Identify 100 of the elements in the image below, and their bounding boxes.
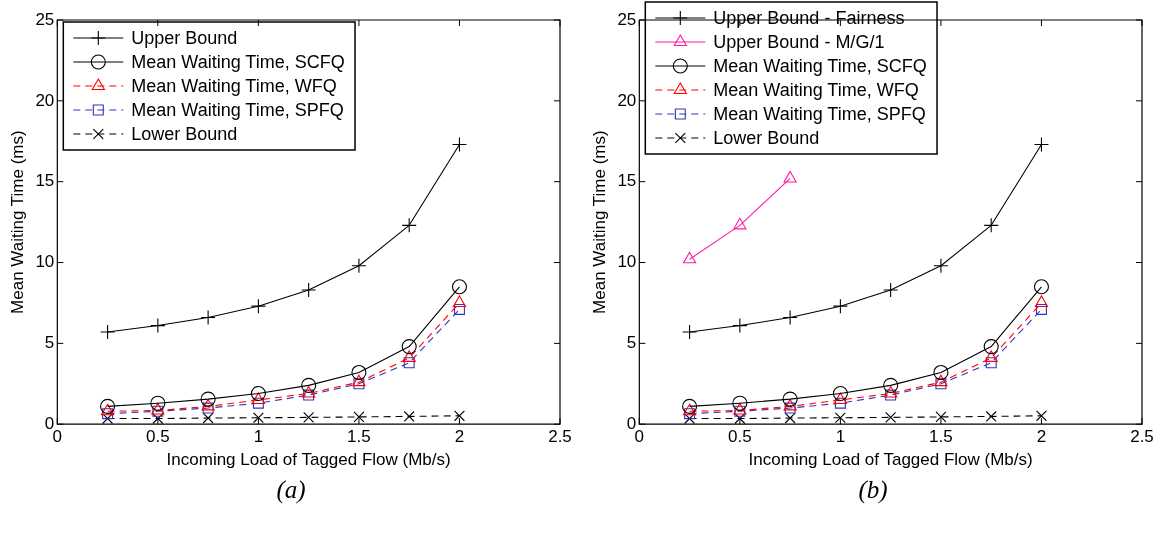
point bbox=[150, 318, 166, 334]
x-tick-label: 1 bbox=[835, 427, 846, 447]
x-tick-label: 2 bbox=[1036, 427, 1047, 447]
legend-label: Mean Waiting Time, WFQ bbox=[713, 79, 919, 100]
text: (a) bbox=[275, 475, 307, 505]
legend-label: Mean Waiting Time, SCFQ bbox=[713, 55, 927, 76]
point bbox=[352, 374, 366, 387]
point bbox=[732, 395, 748, 411]
point bbox=[933, 364, 949, 381]
point bbox=[985, 357, 997, 369]
point bbox=[734, 413, 746, 425]
point bbox=[303, 389, 315, 401]
point bbox=[453, 410, 465, 422]
y-tick-label: 15 bbox=[35, 171, 55, 191]
legend-label: Lower Bound bbox=[131, 123, 238, 144]
point bbox=[934, 374, 948, 387]
y-tick-label: 5 bbox=[626, 333, 637, 353]
point bbox=[100, 403, 115, 416]
x-tick-label: 1 bbox=[253, 427, 264, 447]
legend-label: Upper Bound - M/G/1 bbox=[713, 31, 885, 52]
point bbox=[353, 378, 365, 390]
point bbox=[783, 398, 797, 411]
point bbox=[301, 282, 317, 298]
point bbox=[783, 170, 797, 183]
point bbox=[935, 411, 947, 423]
point bbox=[401, 339, 417, 355]
point bbox=[152, 413, 164, 425]
point bbox=[250, 385, 266, 402]
point bbox=[202, 402, 214, 414]
point bbox=[1034, 295, 1049, 307]
point bbox=[453, 303, 465, 315]
point bbox=[984, 350, 998, 362]
x-tick-label: 2.5 bbox=[548, 427, 572, 447]
point bbox=[251, 392, 265, 404]
point bbox=[985, 410, 997, 422]
point bbox=[102, 413, 114, 425]
point bbox=[150, 395, 166, 411]
point bbox=[883, 282, 899, 298]
point bbox=[682, 398, 698, 414]
point bbox=[834, 397, 846, 409]
point bbox=[250, 298, 266, 314]
point bbox=[1035, 303, 1047, 315]
point bbox=[832, 385, 848, 402]
point bbox=[351, 364, 367, 381]
point bbox=[252, 412, 264, 424]
point bbox=[1035, 410, 1047, 422]
point bbox=[834, 412, 846, 424]
legend-label: Mean Waiting Time, SCFQ bbox=[131, 51, 345, 72]
point bbox=[401, 217, 417, 233]
point bbox=[782, 391, 798, 407]
point bbox=[684, 408, 696, 420]
point bbox=[200, 391, 216, 407]
y-tick-label: 20 bbox=[617, 90, 637, 110]
point bbox=[351, 258, 367, 274]
point bbox=[832, 298, 848, 314]
point bbox=[884, 385, 898, 398]
y-tick-label: 20 bbox=[35, 90, 55, 110]
point bbox=[100, 324, 116, 340]
point bbox=[1033, 279, 1050, 295]
legend-label: Mean Waiting Time, SPFQ bbox=[713, 103, 926, 124]
y-tick-label: 15 bbox=[617, 171, 637, 191]
point bbox=[403, 410, 415, 422]
point bbox=[732, 318, 748, 334]
y-axis-title: Mean Waiting Time (ms) bbox=[589, 130, 609, 314]
y-tick-label: 10 bbox=[35, 252, 55, 272]
x-tick-label: 2 bbox=[454, 427, 465, 447]
y-tick-label: 5 bbox=[44, 333, 55, 353]
x-tick-label: 1.5 bbox=[929, 427, 953, 447]
point bbox=[451, 279, 468, 295]
point bbox=[452, 295, 467, 307]
y-tick-label: 10 bbox=[617, 252, 637, 272]
text: (b) bbox=[857, 475, 889, 505]
point bbox=[935, 378, 947, 390]
point bbox=[784, 412, 796, 424]
point bbox=[933, 258, 949, 274]
x-tick-label: 2.5 bbox=[1130, 427, 1154, 447]
legend-label: Upper Bound bbox=[131, 27, 238, 48]
x-tick-label: 1.5 bbox=[347, 427, 371, 447]
legend-label: Mean Waiting Time, SPFQ bbox=[131, 99, 344, 120]
x-tick-label: 0.5 bbox=[728, 427, 752, 447]
point bbox=[100, 398, 116, 414]
point bbox=[102, 408, 114, 420]
y-tick-label: 25 bbox=[617, 9, 637, 29]
point bbox=[733, 217, 747, 230]
point bbox=[885, 389, 897, 401]
x-tick-label: 0.5 bbox=[146, 427, 170, 447]
point bbox=[402, 350, 416, 362]
x-axis-title: Incoming Load of Tagged Flow (Mb/s) bbox=[748, 450, 1033, 470]
point bbox=[983, 217, 999, 233]
legend-label: Lower Bound bbox=[713, 127, 820, 148]
point bbox=[202, 412, 214, 424]
point bbox=[201, 398, 215, 411]
point bbox=[682, 251, 697, 264]
x-axis-title: Incoming Load of Tagged Flow (Mb/s) bbox=[166, 450, 451, 470]
point bbox=[403, 357, 415, 369]
point bbox=[983, 339, 999, 355]
point bbox=[833, 392, 847, 404]
legend-label: Mean Waiting Time, WFQ bbox=[131, 75, 337, 96]
point bbox=[302, 385, 316, 398]
y-tick-label: 25 bbox=[35, 9, 55, 29]
